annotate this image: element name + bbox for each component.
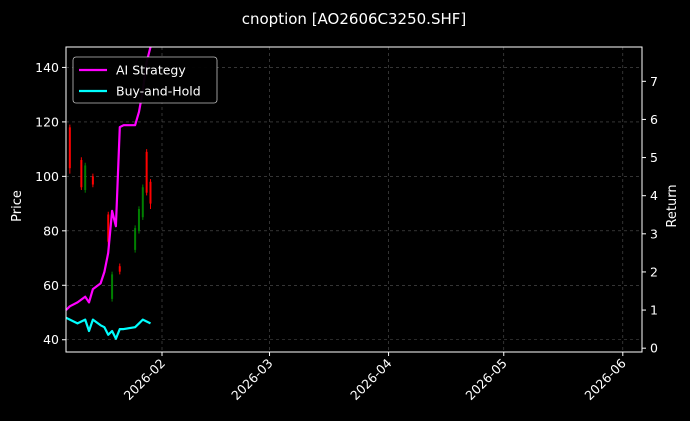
candle-body xyxy=(141,187,144,218)
candle-body xyxy=(91,176,94,185)
y2-tick-label: 7 xyxy=(650,74,658,89)
y2-tick-label: 3 xyxy=(650,226,658,241)
y-tick-label: 120 xyxy=(35,114,59,129)
plot-frame xyxy=(65,46,643,353)
y2-axis-label: Return xyxy=(665,184,680,227)
x-tick-label: 2026-04 xyxy=(347,355,395,403)
legend: AI Strategy Buy-and-Hold xyxy=(72,56,218,104)
y-tick-label: 140 xyxy=(35,60,59,75)
candle-body xyxy=(84,165,87,190)
candle-body xyxy=(134,228,137,250)
chart-title: cnoption [AO2606C3250.SHF] xyxy=(242,10,466,28)
y-axis-label: Price xyxy=(10,190,25,222)
y-tick-label: 100 xyxy=(35,169,59,184)
y2-tick-label: 4 xyxy=(650,188,658,203)
candle-body xyxy=(68,127,71,169)
legend-label: Buy-and-Hold xyxy=(116,84,201,99)
candle-body xyxy=(137,209,140,231)
x-tick-label: 2026-02 xyxy=(121,356,169,404)
legend-box xyxy=(72,56,218,104)
legend-label: AI Strategy xyxy=(116,63,186,78)
x-tick-label: 2026-05 xyxy=(462,356,510,404)
candle-body xyxy=(80,160,83,188)
x-tick-label: 2026-06 xyxy=(581,355,629,403)
y-tick-label: 80 xyxy=(43,223,59,238)
candle-body xyxy=(107,214,110,242)
x-tick-label: 2026-03 xyxy=(228,356,276,404)
y-tick-label: 40 xyxy=(43,332,59,347)
candle-body xyxy=(145,151,148,193)
y-tick-label: 60 xyxy=(43,278,59,293)
y2-tick-label: 6 xyxy=(650,112,658,127)
y2-tick-label: 2 xyxy=(650,264,658,279)
series-line xyxy=(65,316,151,340)
candle-body xyxy=(111,274,114,299)
y2-tick-label: 5 xyxy=(650,150,658,165)
candle-body xyxy=(149,181,152,204)
y2-tick-label: 1 xyxy=(650,303,658,318)
series-line xyxy=(65,46,152,311)
y2-tick-label: 0 xyxy=(650,341,658,356)
candle-body xyxy=(118,266,121,272)
